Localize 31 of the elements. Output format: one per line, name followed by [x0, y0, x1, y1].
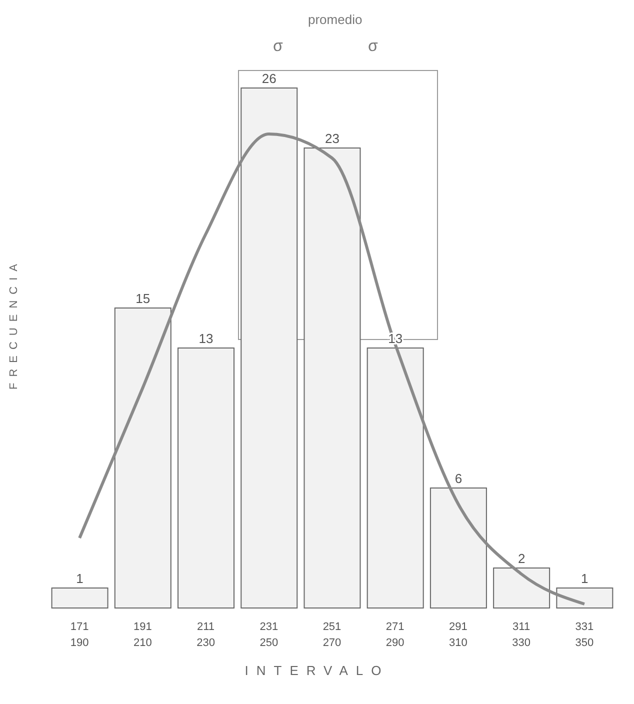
- text: σ: [368, 38, 378, 56]
- data-label: 2: [518, 551, 526, 566]
- x-tick-label: 291 310: [449, 621, 468, 649]
- x-tick-label: 171 190: [70, 621, 89, 649]
- bar: [114, 308, 172, 608]
- text: σ: [273, 38, 283, 56]
- x-axis-title: INTERVALO: [244, 663, 390, 678]
- data-label: 1: [581, 571, 588, 586]
- bar: [178, 348, 235, 608]
- data-label: 1: [76, 571, 84, 586]
- bar: [556, 588, 614, 608]
- x-tick-label: 331 350: [575, 621, 594, 649]
- bar: [240, 88, 298, 608]
- x-tick-label: 311 330: [512, 621, 531, 649]
- x-tick-label: 271 290: [386, 621, 404, 649]
- bar: [430, 488, 487, 608]
- x-tick-label: 251 270: [322, 621, 342, 649]
- data-label: 13: [198, 331, 214, 346]
- data-label: 26: [262, 71, 276, 86]
- bar: [366, 348, 424, 608]
- x-tick-label: 231 250: [260, 621, 278, 649]
- x-tick-label: 191 210: [133, 621, 152, 649]
- x-tick-label: 211 230: [196, 621, 215, 649]
- y-axis-title: FRECUENCIA: [8, 258, 21, 390]
- bar: [304, 148, 361, 608]
- bar: [493, 568, 550, 608]
- data-label: 6: [454, 471, 462, 486]
- data-label: 15: [136, 291, 150, 306]
- text: promedio: [308, 12, 362, 27]
- data-label: 23: [324, 131, 340, 146]
- bar: [51, 588, 108, 608]
